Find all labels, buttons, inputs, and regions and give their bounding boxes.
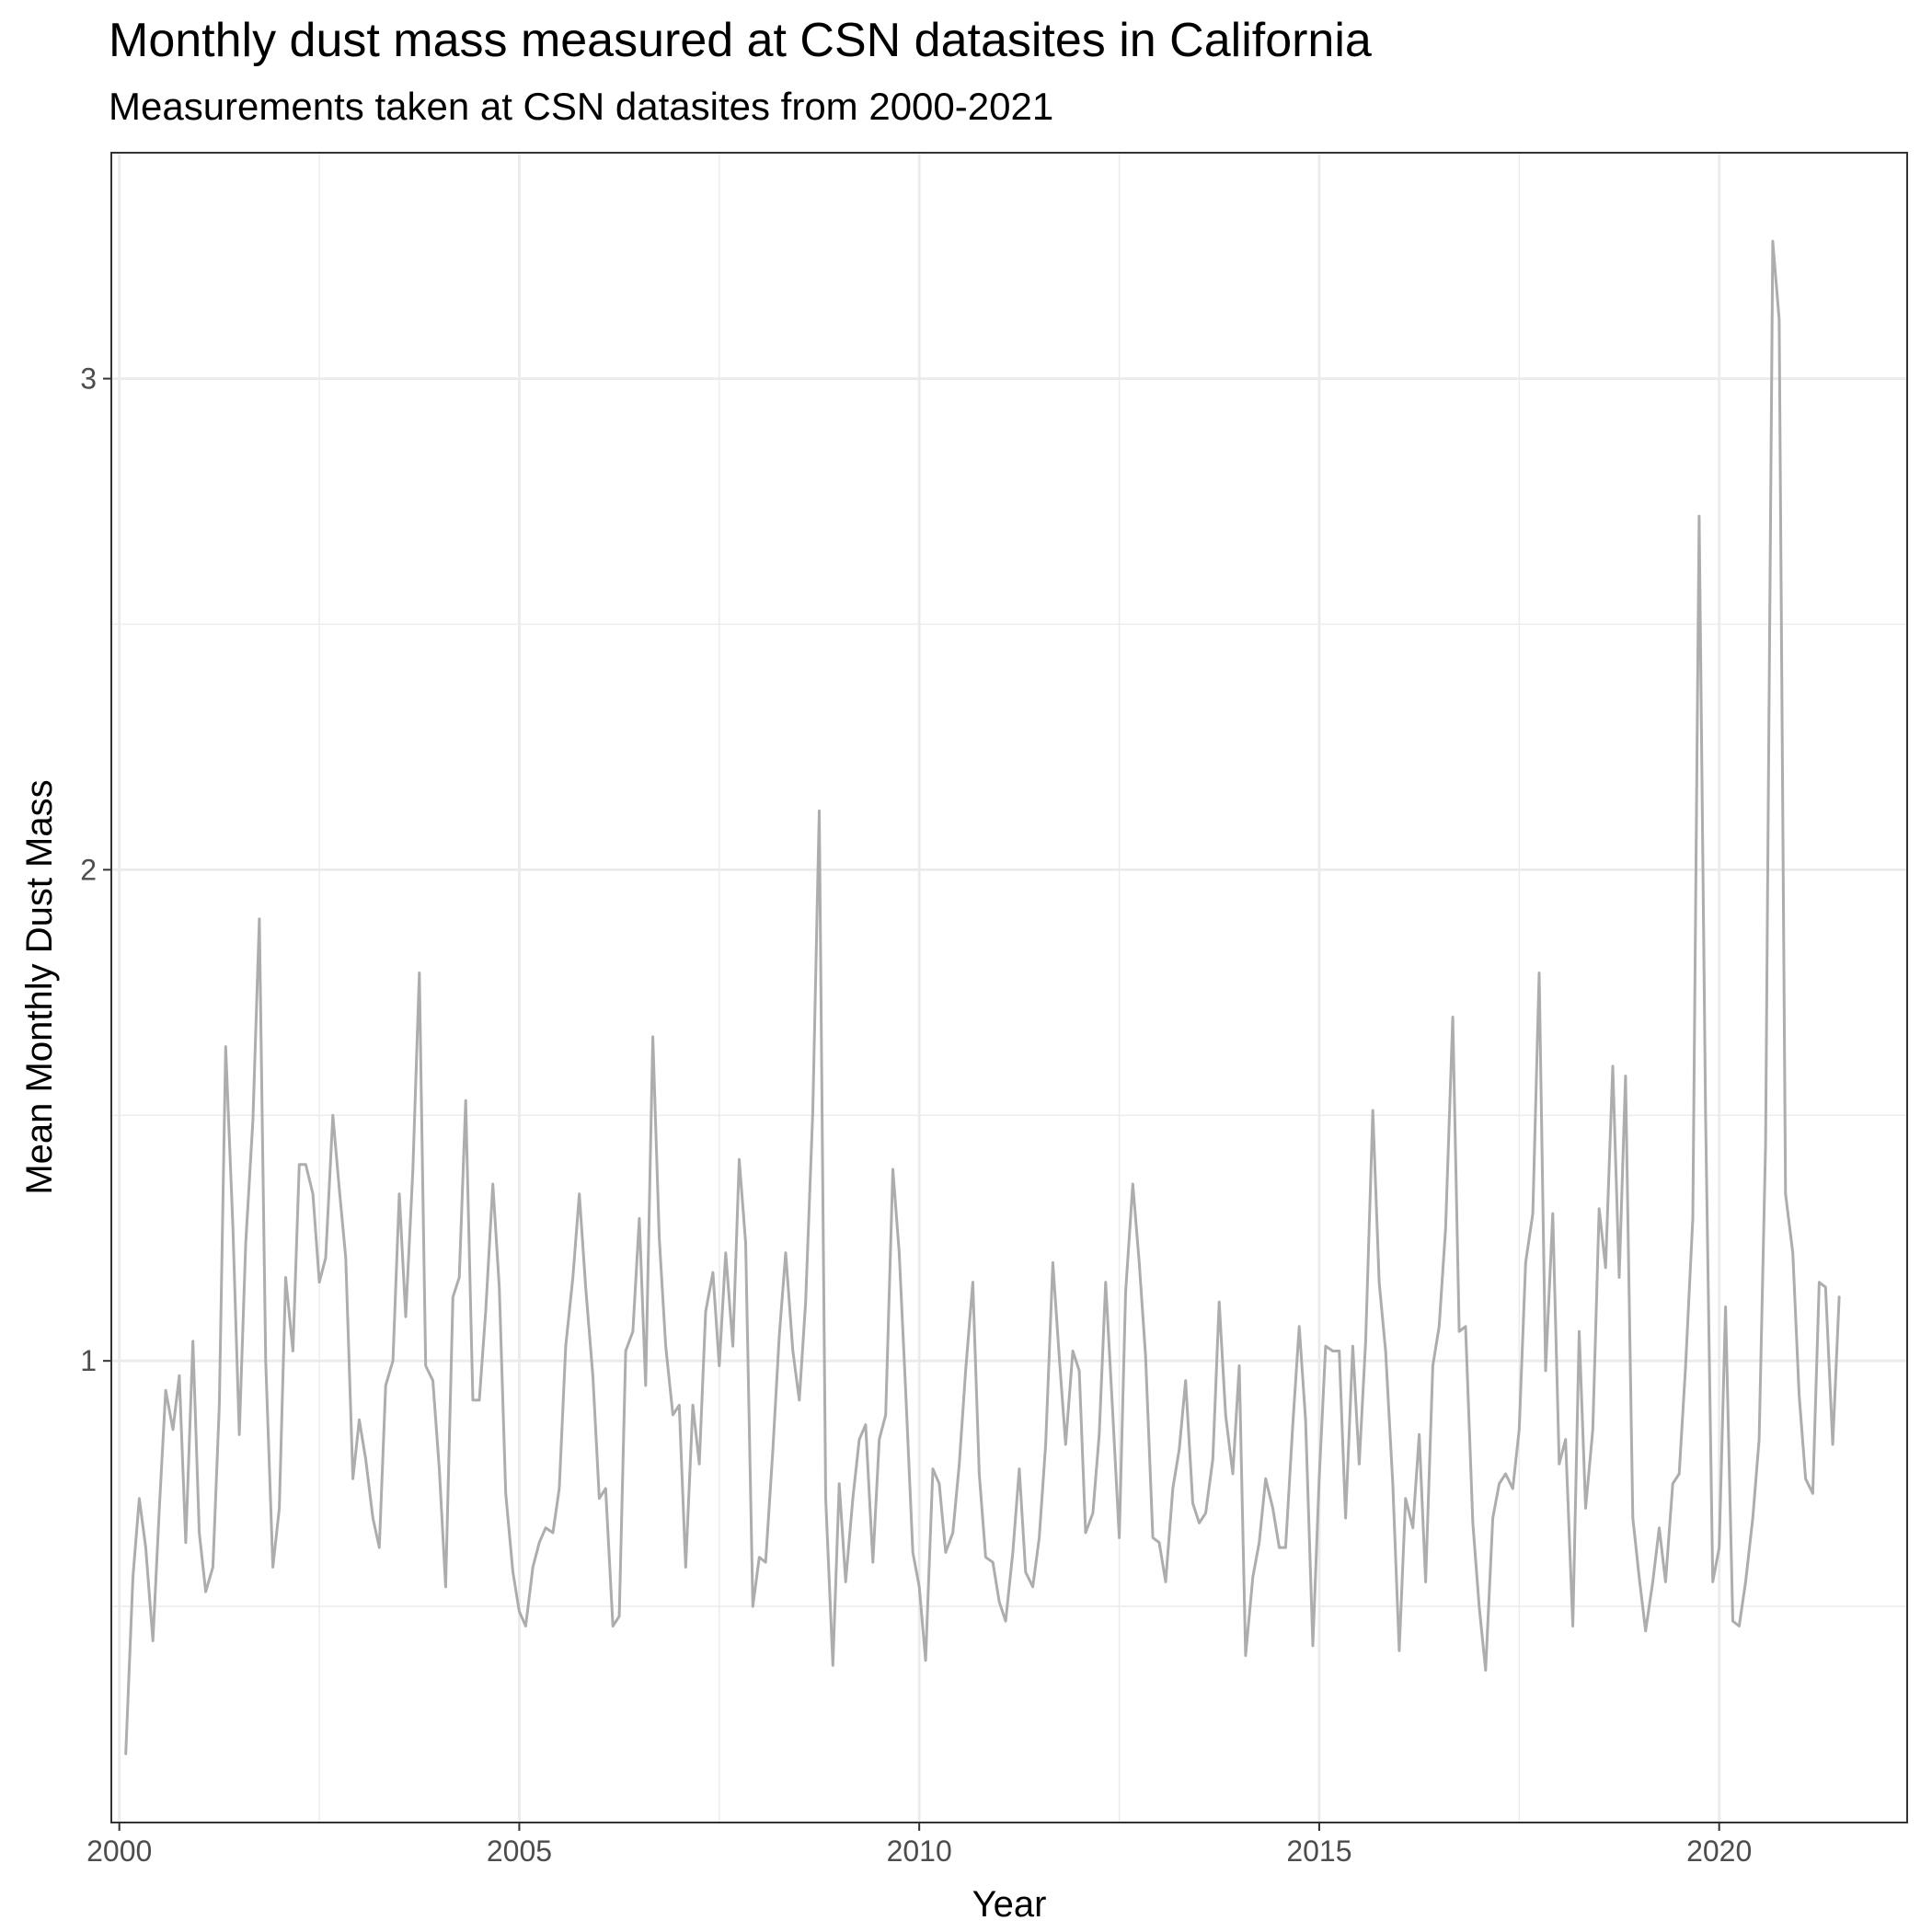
y-tick-label: 2: [80, 853, 97, 886]
y-tick-label: 3: [80, 362, 97, 396]
x-tick-label: 2000: [86, 1834, 152, 1868]
x-axis-title: Year: [972, 1884, 1047, 1925]
y-axis-title: Mean Monthly Dust Mass: [19, 779, 60, 1194]
y-tick-label: 1: [80, 1344, 97, 1377]
x-tick-label: 2005: [487, 1834, 552, 1868]
x-tick-label: 2015: [1286, 1834, 1351, 1868]
x-tick-label: 2020: [1686, 1834, 1752, 1868]
x-tick-label: 2010: [887, 1834, 952, 1868]
